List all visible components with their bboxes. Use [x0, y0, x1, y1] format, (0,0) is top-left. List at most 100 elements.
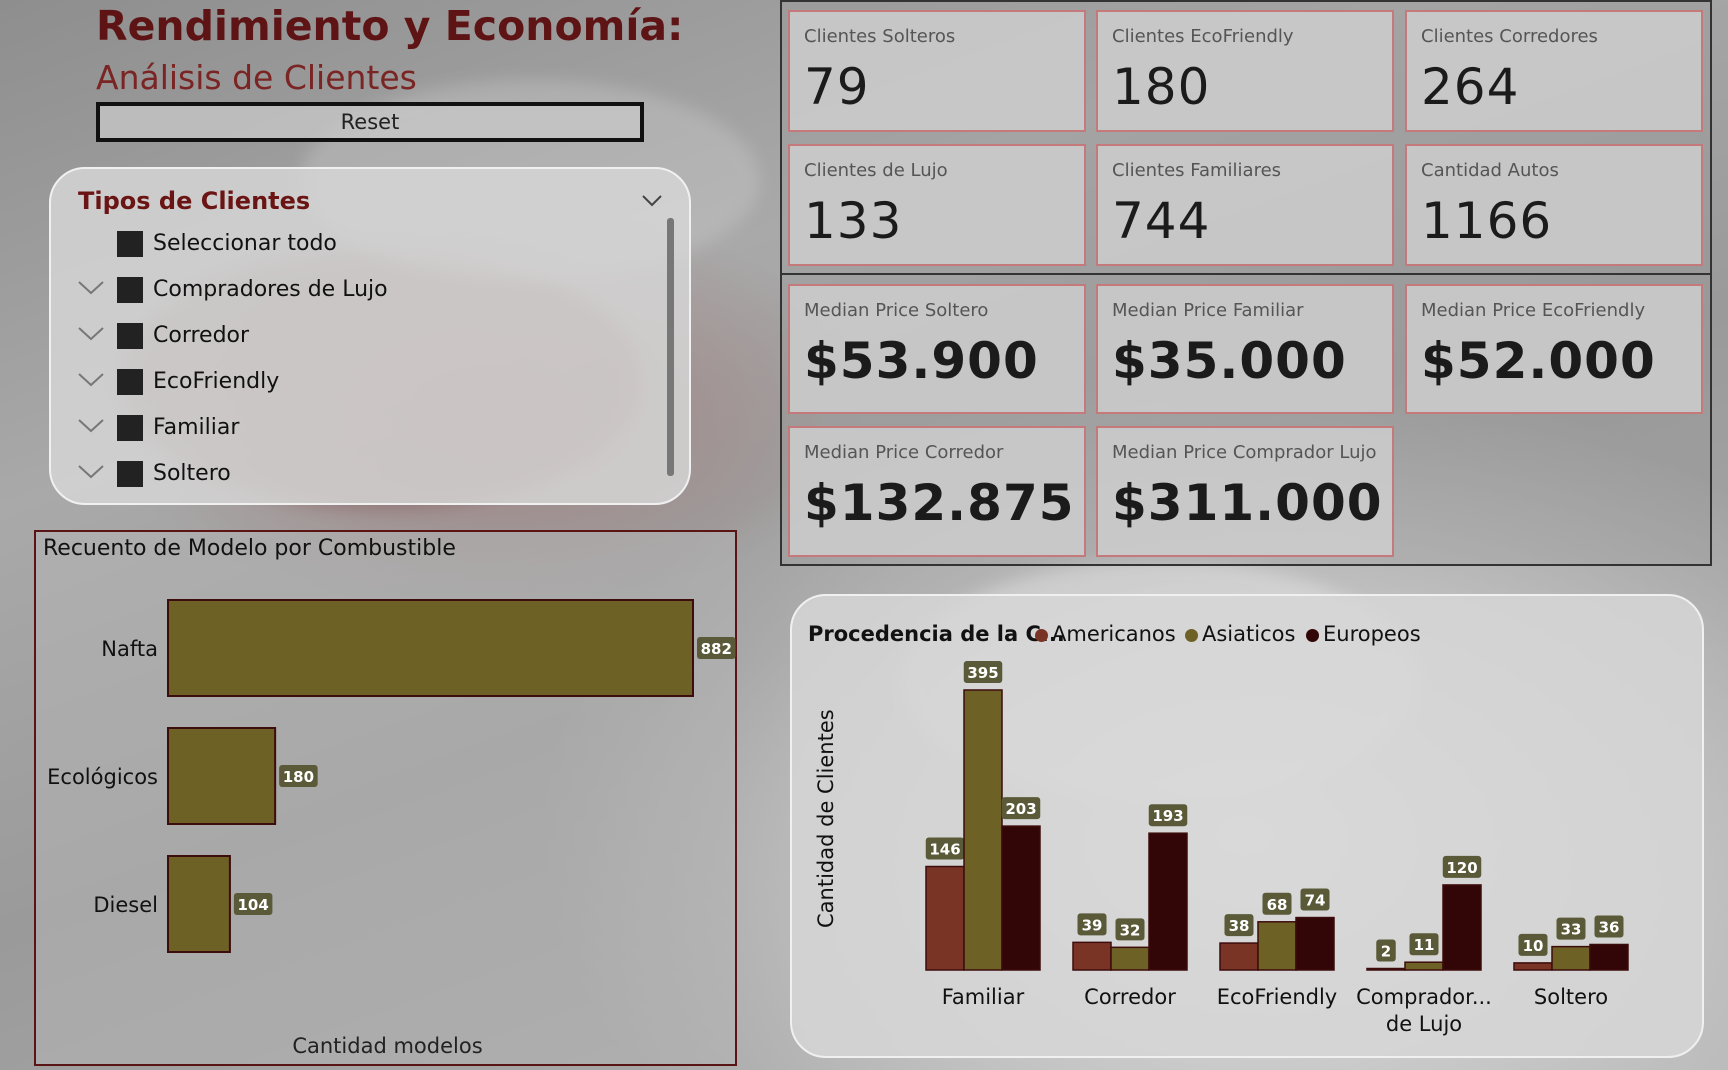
kpi-divider [780, 273, 1712, 275]
slicer-item-corredor[interactable]: Corredor [51, 317, 651, 357]
legend-dot [1035, 629, 1048, 642]
chevron-down-icon[interactable] [77, 325, 105, 343]
chevron-down-icon[interactable] [641, 189, 663, 211]
checkbox[interactable] [117, 277, 143, 303]
price-label: Median Price Familiar [1112, 300, 1304, 321]
chevron-down-icon[interactable] [77, 279, 105, 297]
slicer-item-familiar[interactable]: Familiar [51, 409, 651, 449]
origin-chart-plot: 146 395 203 Familiar 39 32 193 Corredor 38 68 74 Ec… [925, 661, 1629, 1036]
legend-item-europeos[interactable]: Europeos [1306, 622, 1421, 646]
category-label: Familiar [942, 985, 1025, 1009]
reset-button[interactable]: Reset [96, 102, 644, 142]
checkbox[interactable] [117, 323, 143, 349]
data-label: 2 [1381, 943, 1391, 961]
client-type-slicer: Tipos de Clientes Seleccionar todo Compr… [49, 167, 691, 505]
kpi-value: 79 [804, 58, 870, 116]
slicer-item-label: Soltero [153, 461, 231, 486]
kpi-value: 264 [1421, 58, 1520, 116]
data-label-bg [279, 765, 318, 787]
price-card-familiar[interactable]: Median Price Familiar $35.000 [1096, 284, 1394, 414]
checkbox[interactable] [117, 369, 143, 395]
slicer-item-label: Seleccionar todo [153, 231, 337, 256]
legend-item-asiaticos[interactable]: Asiaticos [1185, 622, 1295, 646]
category-label: EcoFriendly [1217, 985, 1338, 1009]
checkbox[interactable] [117, 231, 143, 257]
chevron-down-icon[interactable] [77, 417, 105, 435]
origin-bar-chart: Procedencia de la C... Americanos Asiati… [790, 594, 1704, 1058]
data-label: 36 [1599, 918, 1620, 936]
slicer-scrollbar[interactable] [667, 218, 674, 476]
bar [167, 855, 231, 953]
bar [1001, 825, 1041, 971]
kpi-card-familiares[interactable]: Clientes Familiares 744 [1096, 144, 1394, 266]
data-label: 203 [1005, 800, 1036, 818]
kpi-card-ecofriendly[interactable]: Clientes EcoFriendly 180 [1096, 10, 1394, 132]
slicer-item-label: Compradores de Lujo [153, 277, 388, 302]
data-label: 11 [1414, 936, 1435, 954]
category-label: Diesel [93, 893, 158, 917]
kpi-label: Clientes EcoFriendly [1112, 26, 1294, 47]
data-label-bg [1376, 939, 1396, 962]
data-label-bg [925, 837, 965, 860]
page-title: Rendimiento y Economía: [96, 2, 684, 50]
fuel-chart-plot: Nafta 882 Ecológicos 180 Diesel 104 [47, 599, 736, 953]
data-label-bg [1409, 933, 1439, 956]
slicer-title: Tipos de Clientes [78, 187, 311, 215]
data-label: 39 [1082, 916, 1103, 934]
price-card-comprador-lujo[interactable]: Median Price Comprador Lujo $311.000 [1096, 426, 1394, 557]
data-label: 146 [929, 841, 960, 859]
data-label-bg [1224, 914, 1254, 937]
price-value: $53.900 [804, 332, 1039, 390]
kpi-value: 1166 [1421, 192, 1553, 250]
bar [167, 599, 694, 697]
slicer-item-select-all[interactable]: Seleccionar todo [51, 225, 651, 265]
slicer-item-label: Familiar [153, 415, 240, 440]
slicer-item-ecofriendly[interactable]: EcoFriendly [51, 363, 651, 403]
legend-label: Asiaticos [1202, 622, 1296, 646]
legend-dot [1185, 629, 1198, 642]
data-label-bg [1148, 804, 1188, 827]
kpi-card-cantidad-autos[interactable]: Cantidad Autos 1166 [1405, 144, 1703, 266]
data-label: 10 [1523, 937, 1544, 955]
kpi-label: Clientes Familiares [1112, 160, 1282, 181]
legend-item-americanos[interactable]: Americanos [1035, 622, 1176, 646]
data-label: 104 [237, 896, 268, 914]
legend-label: Europeos [1323, 622, 1421, 646]
bar [1442, 884, 1482, 971]
bar [1295, 916, 1335, 971]
bar [1257, 921, 1297, 971]
price-value: $35.000 [1112, 332, 1347, 390]
legend-dot [1306, 629, 1319, 642]
category-label: Soltero [1534, 985, 1608, 1009]
bar [1219, 942, 1259, 971]
chart-title: Recuento de Modelo por Combustible [43, 536, 456, 561]
category-label: de Lujo [1386, 1012, 1462, 1036]
bar [1148, 832, 1188, 971]
legend-label: Americanos [1052, 622, 1176, 646]
data-label-bg [1518, 933, 1548, 956]
price-value: $132.875 [804, 474, 1075, 532]
kpi-card-corredores[interactable]: Clientes Corredores 264 [1405, 10, 1703, 132]
kpi-card-solteros[interactable]: Clientes Solteros 79 [788, 10, 1086, 132]
price-card-ecofriendly[interactable]: Median Price EcoFriendly $52.000 [1405, 284, 1703, 414]
chevron-down-icon[interactable] [77, 371, 105, 389]
data-label-bg [233, 893, 273, 915]
slicer-item-soltero[interactable]: Soltero [51, 455, 651, 495]
price-label: Median Price Corredor [804, 442, 1004, 463]
page-subtitle: Análisis de Clientes [96, 58, 417, 97]
fuel-bar-chart: Recuento de Modelo por Combustible Nafta… [34, 530, 737, 1066]
slicer-item-compradores-de-lujo[interactable]: Compradores de Lujo [51, 271, 651, 311]
kpi-card-lujo[interactable]: Clientes de Lujo 133 [788, 144, 1086, 266]
price-label: Median Price Soltero [804, 300, 989, 321]
kpi-value: 744 [1112, 192, 1211, 250]
price-card-corredor[interactable]: Median Price Corredor $132.875 [788, 426, 1086, 557]
bar [963, 689, 1003, 971]
checkbox[interactable] [117, 415, 143, 441]
price-card-soltero[interactable]: Median Price Soltero $53.900 [788, 284, 1086, 414]
checkbox[interactable] [117, 461, 143, 487]
chart-title: Procedencia de la C... [808, 622, 1065, 646]
bar [1589, 943, 1629, 971]
data-label: 193 [1152, 807, 1183, 825]
chevron-down-icon[interactable] [77, 463, 105, 481]
category-label: Corredor [1084, 985, 1176, 1009]
